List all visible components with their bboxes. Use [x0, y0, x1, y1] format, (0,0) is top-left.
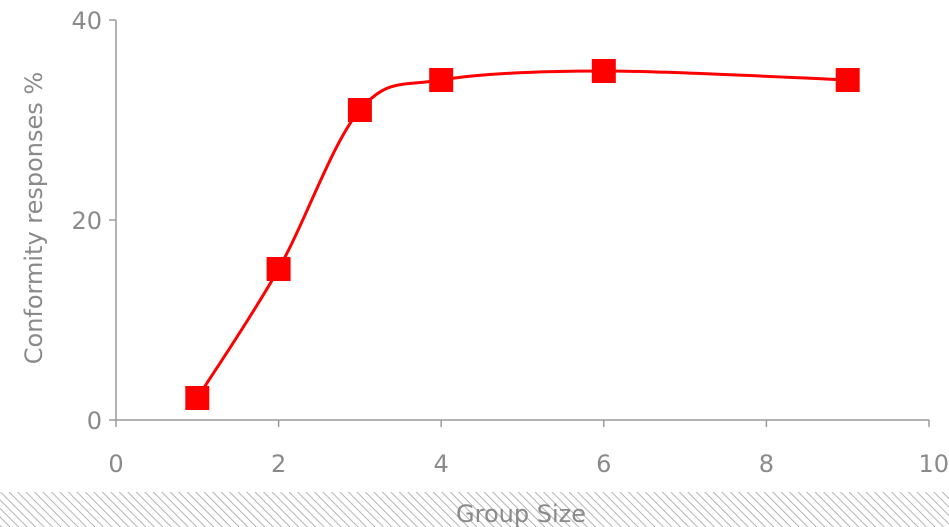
- series-markers: [185, 59, 860, 410]
- x-tick-label: 8: [759, 450, 774, 478]
- data-point: [429, 68, 454, 92]
- y-tick-label: 40: [71, 7, 102, 35]
- data-point: [835, 68, 860, 92]
- series-line: [196, 69, 848, 399]
- data-point: [185, 386, 210, 410]
- ticks: [109, 19, 930, 427]
- y-axis-title: Conformity responses %: [20, 72, 48, 364]
- data-point: [347, 98, 372, 122]
- y-tick-label: 0: [87, 407, 102, 435]
- x-tick-label: 10: [918, 450, 949, 478]
- x-axis-title: Group Size: [456, 500, 586, 527]
- x-tick-label: 4: [434, 450, 449, 478]
- y-tick-label: 20: [71, 207, 102, 235]
- x-tick-label: 2: [271, 450, 286, 478]
- tick-labels: 0 2 4 6 8 10 0 20 40: [71, 7, 949, 478]
- data-point: [591, 59, 616, 83]
- x-axis-title-band: [0, 492, 949, 527]
- x-tick-label: 6: [596, 450, 611, 478]
- x-tick-label: 0: [108, 450, 123, 478]
- data-point: [266, 257, 291, 281]
